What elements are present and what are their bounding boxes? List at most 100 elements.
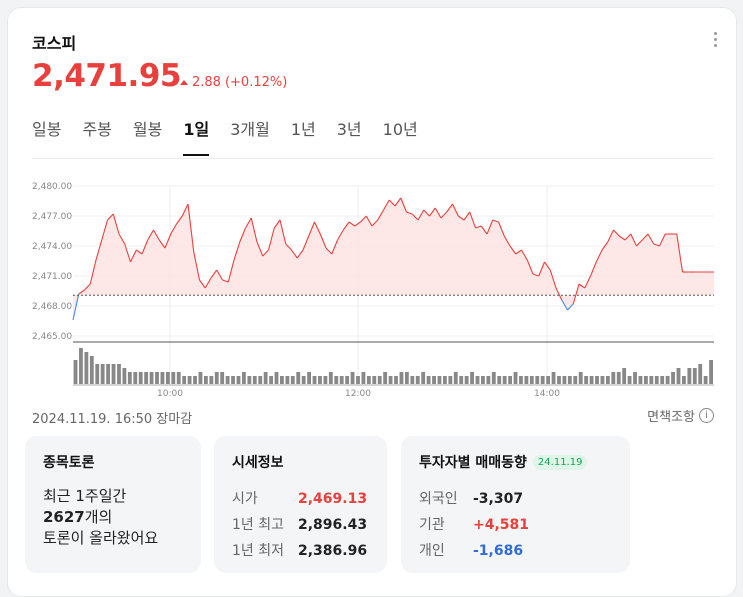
price-line-segment [72,293,80,321]
price-line-segment [377,209,384,221]
year-low-value: 2,386.96 [298,543,368,559]
price-line-segment [267,227,275,251]
foreign-label: 외국인 [419,491,458,507]
price-line-segment [624,233,632,241]
intraday-chart[interactable]: 2,480.00 2,477.00 2,474.00 2,471.00 2,468.00… [8,168,736,400]
stock-card: 코스피 2,471.95 2.88 (+0.12%) 일봉 주봉 월봉 1일 3… [7,7,737,597]
price-line-segment [400,197,408,213]
volume-bar [703,376,708,384]
volume-bar [312,376,317,384]
tab-3-years[interactable]: 3년 [336,120,362,139]
price-line-segment [147,229,154,241]
volume-bar [377,376,382,384]
price-line-segment [601,241,609,251]
index-name: 코스피 [32,34,77,53]
volume-bar [117,364,121,384]
price-line-segment [526,259,534,275]
price-line-segment [78,289,85,295]
volume-bar [481,376,485,384]
volume-bar [442,376,447,384]
individual-label: 개인 [419,543,445,559]
volume-bar [138,372,143,384]
volume-bar [426,376,431,384]
volume-bar [692,368,697,384]
year-high-label: 1년 최고 [232,517,284,533]
price-line-segment [222,279,229,283]
x-tick-label: 14:00 [534,389,560,399]
price-line-segment [245,217,252,229]
volume-bar [241,372,246,384]
volume-bar [280,376,284,384]
year-low-label: 1년 최저 [232,543,284,559]
discussion-count-suffix: 개의 [84,508,113,526]
investor-trend-title: 투자자별 매매동향 [419,455,527,471]
price-line-segment [411,213,419,221]
x-tick-label: 10:00 [157,389,183,399]
tab-10-years[interactable]: 10년 [382,120,418,139]
investor-trend-box[interactable]: 투자자별 매매동향 24.11.19 외국인 -3,307 기관 +4,581 개인 -… [401,436,630,573]
tab-1-day[interactable]: 1일 [183,116,209,156]
discussion-box[interactable]: 종목토론 최근 1주일간 2627개의 토론이 올라왔어요 [25,436,201,573]
price-line-segment [308,221,316,237]
volume-bar [513,372,518,384]
volume-bar [535,376,540,384]
volume-bar [372,376,377,384]
volume-bar [307,372,312,384]
up-triangle-icon [180,80,188,85]
disclaimer-link[interactable]: 면책조항 i [647,406,714,425]
volume-bar [236,376,241,384]
volume-bar [709,360,713,384]
price-line-segment [101,219,109,241]
volume-bar [600,376,605,384]
volume-bar [356,376,360,384]
volume-bar [404,372,409,384]
price-line-segment [354,221,361,227]
volume-bar [182,376,187,384]
foreign-row: 외국인 -3,307 [419,486,612,512]
tab-daily-candle[interactable]: 일봉 [32,120,62,139]
price-line-segment [193,251,201,281]
price-line-segment [325,247,333,255]
tab-1-year[interactable]: 1년 [290,120,316,139]
volume-bar [220,372,225,384]
price-line-segment [199,279,206,289]
volume-bar [562,376,567,384]
price-line-segment [497,221,505,237]
y-tick-label: 2,468.00 [32,302,72,312]
more-options-icon[interactable] [712,32,718,50]
volume-bar [665,376,670,384]
volume-bar [149,372,154,384]
volume-bar [546,376,551,384]
price-line-segment [285,243,292,251]
volume-bar [111,364,116,384]
volume-bar [89,356,94,384]
volume-bar [616,372,621,384]
price-line-segment [319,233,327,249]
volume-bar [84,352,89,384]
change-value: 2.88 [192,75,221,90]
date-badge: 24.11.19 [532,454,588,470]
price-line-segment [406,211,413,215]
volume-bar [524,376,529,384]
volume-bar [339,376,344,384]
volume-bar [247,376,252,384]
price-line-segment [567,303,574,311]
volume-bar [203,376,208,384]
volume-bar [225,376,230,384]
volume-bar [263,372,268,384]
volume-bar [611,372,616,384]
price-line-segment [342,221,350,231]
tab-weekly-candle[interactable]: 주봉 [82,120,112,139]
volume-bar [649,376,654,384]
volume-bar [470,372,474,384]
market-info-box[interactable]: 시세정보 시가 2,469.13 1년 최고 2,896.43 1년 최저 2,386… [214,436,387,573]
volume-bar [475,376,480,384]
price-line-segment [216,269,223,281]
volume-bar [274,372,279,384]
volume-bar [296,372,301,384]
tab-3-months[interactable]: 3개월 [230,120,270,139]
y-tick-label: 2,471.00 [32,272,72,282]
volume-bar [285,376,290,384]
tab-monthly-candle[interactable]: 월봉 [132,120,163,139]
price-line-segment [124,243,132,263]
